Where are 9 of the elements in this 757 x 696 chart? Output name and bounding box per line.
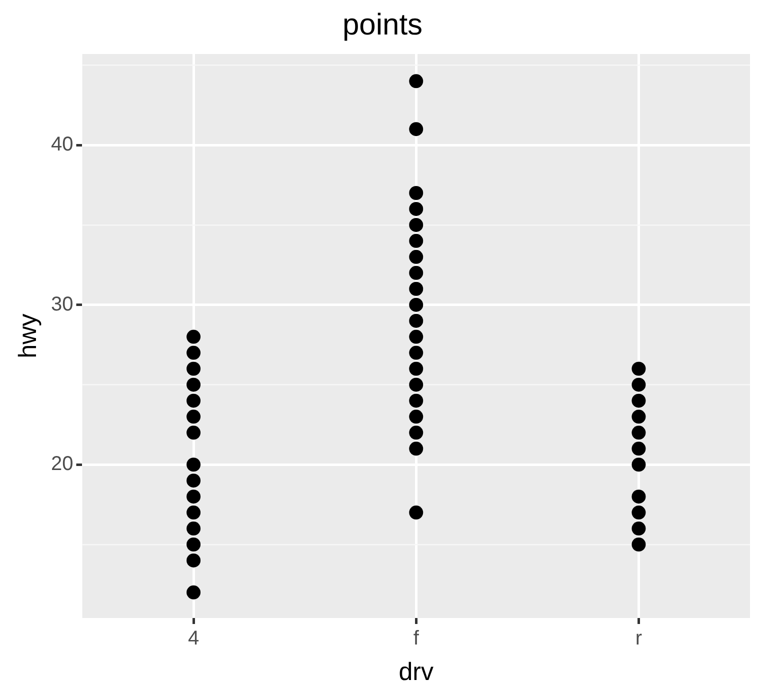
y-tick-label: 20 — [50, 453, 74, 476]
y-tick-label: 30 — [50, 293, 74, 316]
x-axis-title: drv — [398, 658, 434, 686]
y-tick-label: 40 — [50, 134, 74, 156]
chart-title: points — [342, 8, 423, 42]
x-tick-label: r — [635, 628, 642, 650]
x-tick-label: f — [413, 628, 420, 650]
y-axis-title: hwy — [14, 313, 42, 358]
x-tick-label: 4 — [188, 628, 200, 650]
